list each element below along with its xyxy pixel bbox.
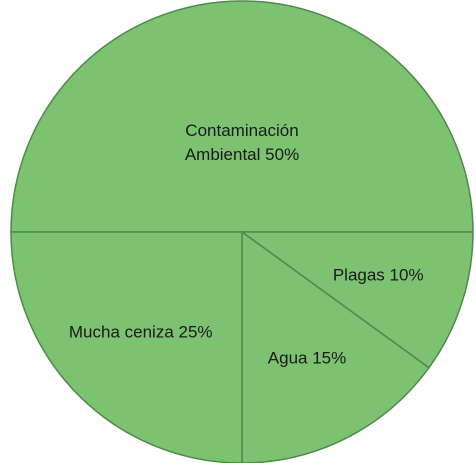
pie-slice [10,231,243,463]
category-label: Agua [268,349,308,368]
value-label: 50% [265,146,299,165]
pie-slice [241,230,430,463]
pie-slice [239,231,474,369]
category-label: Plagas [333,266,385,285]
pie-slice [10,0,474,233]
value-label: 25% [179,323,213,342]
value-label: 10% [390,266,424,285]
slice-label: Mucha ceniza 25% [69,323,213,342]
category-label: Mucha ceniza [69,323,174,342]
value-label: 15% [312,349,346,368]
category-label: Contaminación [185,122,298,141]
slice-label: Contaminación Ambiental 50% [185,122,299,165]
slice-label: Agua 15% [268,349,346,368]
slice-label: Plagas 10% [333,266,424,285]
